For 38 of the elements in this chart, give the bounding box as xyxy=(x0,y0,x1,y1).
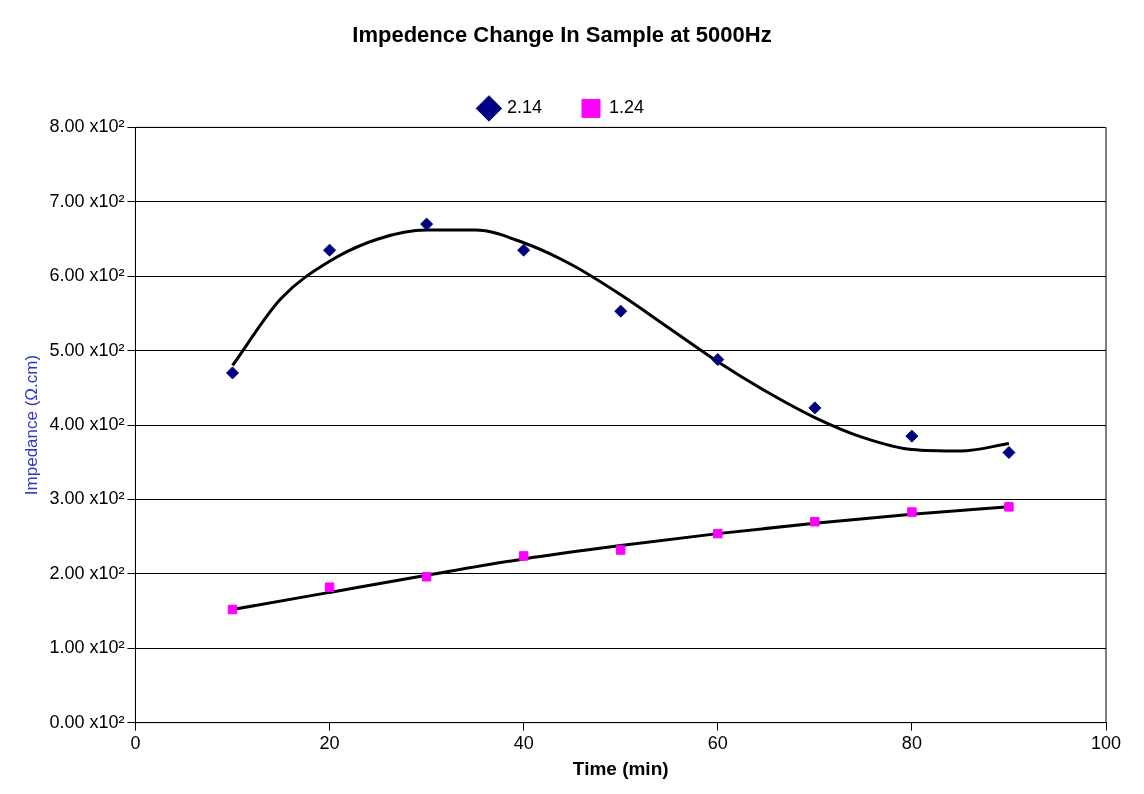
y-tick-label: 4.00 x10² xyxy=(49,413,125,434)
point xyxy=(420,217,434,231)
point xyxy=(421,572,432,582)
chart-title: Impedence Change In Sample at 5000Hz xyxy=(352,22,772,48)
point xyxy=(907,507,917,517)
y-tick-label: 1.00 x10² xyxy=(49,637,125,658)
x-tick-label: 20 xyxy=(319,733,340,754)
point xyxy=(810,516,820,527)
point xyxy=(905,429,919,443)
x-tick-label: 80 xyxy=(901,733,922,754)
y-tick-label: 8.00 x10² xyxy=(49,116,125,137)
point xyxy=(713,528,723,539)
y-tick-label: 0.00 x10² xyxy=(49,711,125,732)
point xyxy=(226,366,240,380)
x-tick-label: 60 xyxy=(707,733,728,754)
y-tick-label: 7.00 x10² xyxy=(49,190,125,211)
x-axis-title: Time (min) xyxy=(572,757,669,779)
x-tick-label: 0 xyxy=(130,733,141,754)
x-tick-label: 100 xyxy=(1090,733,1122,754)
y-axis-title: Impedance (Ω.cm) xyxy=(21,354,41,496)
y-tick-label: 3.00 x10² xyxy=(49,488,125,509)
point xyxy=(711,353,725,367)
x-tick-label: 40 xyxy=(513,733,534,754)
point xyxy=(323,243,337,257)
point xyxy=(615,545,626,555)
point xyxy=(324,582,335,592)
point xyxy=(1004,502,1014,512)
point xyxy=(518,551,529,561)
point xyxy=(808,401,822,415)
legend-label: 2.14 xyxy=(506,97,543,118)
y-tick-label: 2.00 x10² xyxy=(49,562,125,583)
point xyxy=(517,243,531,257)
point xyxy=(227,604,238,615)
y-tick-label: 6.00 x10² xyxy=(49,265,125,286)
legend-label: 1.24 xyxy=(609,97,645,118)
y-tick-label: 5.00 x10² xyxy=(49,339,125,360)
point xyxy=(1002,446,1016,460)
point xyxy=(614,304,628,318)
